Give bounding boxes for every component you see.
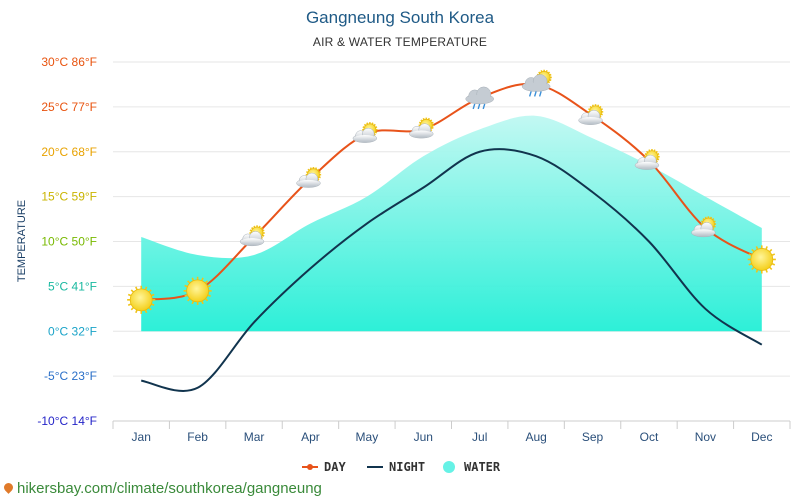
sun-cloud-icon [691,216,717,238]
sun-icon [183,276,212,305]
sun-cloud-icon [578,104,604,125]
x-axis: Jan Feb Mar Apr May Jun Jul Aug Sep Oct Nov Dec [112,421,791,444]
rain-cloud-icon [465,86,494,110]
y-tick-label: 25°C 77°F [41,100,97,114]
x-tick-label: Jul [472,430,487,444]
chart-subtitle: AIR & WATER TEMPERATURE [312,35,488,49]
y-tick-label: 30°C 86°F [41,55,97,69]
y-axis-label: TEMPERATURE [16,200,28,282]
sun-cloud-icon [409,117,434,139]
sun-icon [747,245,776,274]
legend-item-water: WATER [443,460,501,474]
x-tick-label: May [356,430,379,444]
sun-cloud-icon [296,166,322,188]
legend-swatch [443,461,455,473]
sun-cloud-icon [239,225,265,247]
source-link[interactable]: hikersbay.com/climate/southkorea/gangneu… [17,480,322,497]
legend-label: DAY [324,460,346,474]
x-tick-label: Jan [132,430,151,444]
y-tick-label: -5°C 23°F [44,369,97,383]
y-tick-label: 20°C 68°F [41,145,97,159]
y-tick-label: -10°C 14°F [37,414,97,428]
x-tick-label: Dec [751,430,772,444]
y-axis: 30°C 86°F 25°C 77°F 20°C 68°F 15°C 59°F 10°C… [37,55,97,428]
chart-title: Gangneung South Korea [305,8,495,27]
night-line [141,148,763,392]
sun-icon [127,285,156,314]
legend-label: WATER [464,460,501,474]
x-tick-label: Nov [695,430,716,444]
location-pin-icon [2,481,15,494]
y-tick-label: 10°C 50°F [41,235,97,249]
legend-marker [307,464,313,470]
y-tick-label: 0°C 32°F [48,324,97,338]
legend-item-night: NIGHT [367,460,425,474]
sun-cloud-icon [634,149,660,170]
sun-cloud-icon [352,122,378,143]
x-tick-label: Aug [525,430,546,444]
y-tick-label: 5°C 41°F [48,279,97,293]
rain-sun-cloud-icon [521,69,552,97]
legend-label: NIGHT [389,460,425,474]
source-footer[interactable]: hikersbay.com/climate/southkorea/gangneu… [2,480,322,497]
legend-item-day: DAY [302,460,346,474]
x-tick-label: Apr [301,430,320,444]
x-tick-label: Jun [414,430,433,444]
x-tick-label: Mar [244,430,265,444]
legend: DAY NIGHT WATER [302,460,501,474]
x-tick-label: Feb [187,430,208,444]
water-area [141,115,762,332]
y-tick-label: 15°C 59°F [41,190,97,204]
x-tick-label: Oct [640,430,659,444]
x-tick-label: Sep [582,430,604,444]
